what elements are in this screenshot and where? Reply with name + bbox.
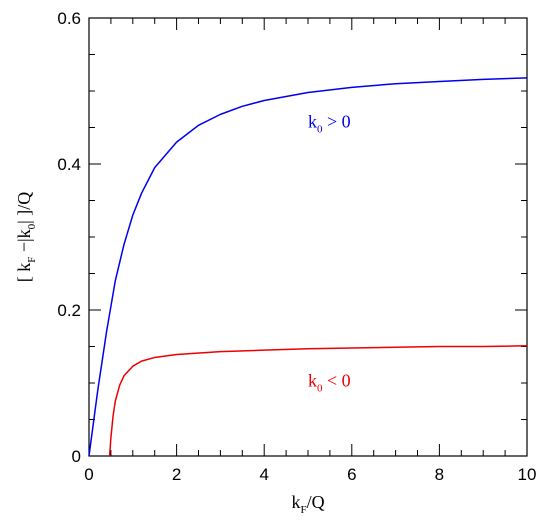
x-axis-label: kF/Q: [291, 492, 324, 516]
series-group: [88, 77, 528, 457]
x-axis-label-main: k: [291, 492, 300, 512]
x-axis-label-sub: F: [300, 504, 306, 516]
annotation-sub: 0: [317, 383, 323, 395]
y-tick-label: 0: [72, 447, 81, 466]
x-axis-label-rest: /Q: [307, 492, 325, 512]
annotation-main: k: [308, 371, 317, 391]
y-axis-label-pre: [ k: [14, 263, 34, 283]
series-line-positive: [88, 77, 528, 457]
x-tick-label: 8: [435, 465, 444, 484]
x-tick-label: 2: [172, 465, 181, 484]
y-axis-label-mid: −|k: [14, 229, 34, 256]
y-tick-label: 0.6: [57, 9, 81, 28]
x-tick-label: 6: [347, 465, 356, 484]
y-axis-label-sub1: F: [26, 257, 38, 263]
axis-ticks: [88, 17, 528, 457]
annotation-rest: < 0: [323, 371, 351, 391]
annotation-positive: k0 > 0: [308, 112, 351, 136]
x-tick-label: 4: [259, 465, 268, 484]
x-tick-label: 0: [84, 465, 93, 484]
annotation-main: k: [308, 112, 317, 132]
series-line-negative: [108, 345, 528, 457]
x-tick-label: 10: [518, 465, 537, 484]
y-axis-label-sub2: 0: [26, 223, 38, 229]
y-tick-label: 0.4: [57, 155, 81, 174]
y-axis-label: [ kF −|k0| ]/Q: [14, 192, 38, 283]
annotation-sub: 0: [317, 124, 323, 136]
y-tick-label: 0.2: [57, 301, 81, 320]
annotation-negative: k0 < 0: [308, 371, 351, 395]
y-axis-label-rest: | ]/Q: [14, 192, 34, 224]
annotations: k0 > 0k0 < 0: [308, 112, 351, 395]
annotation-rest: > 0: [323, 112, 351, 132]
tick-labels: 0 2 4 6 8 10 0 0.2 0.4 0.6: [57, 9, 536, 484]
